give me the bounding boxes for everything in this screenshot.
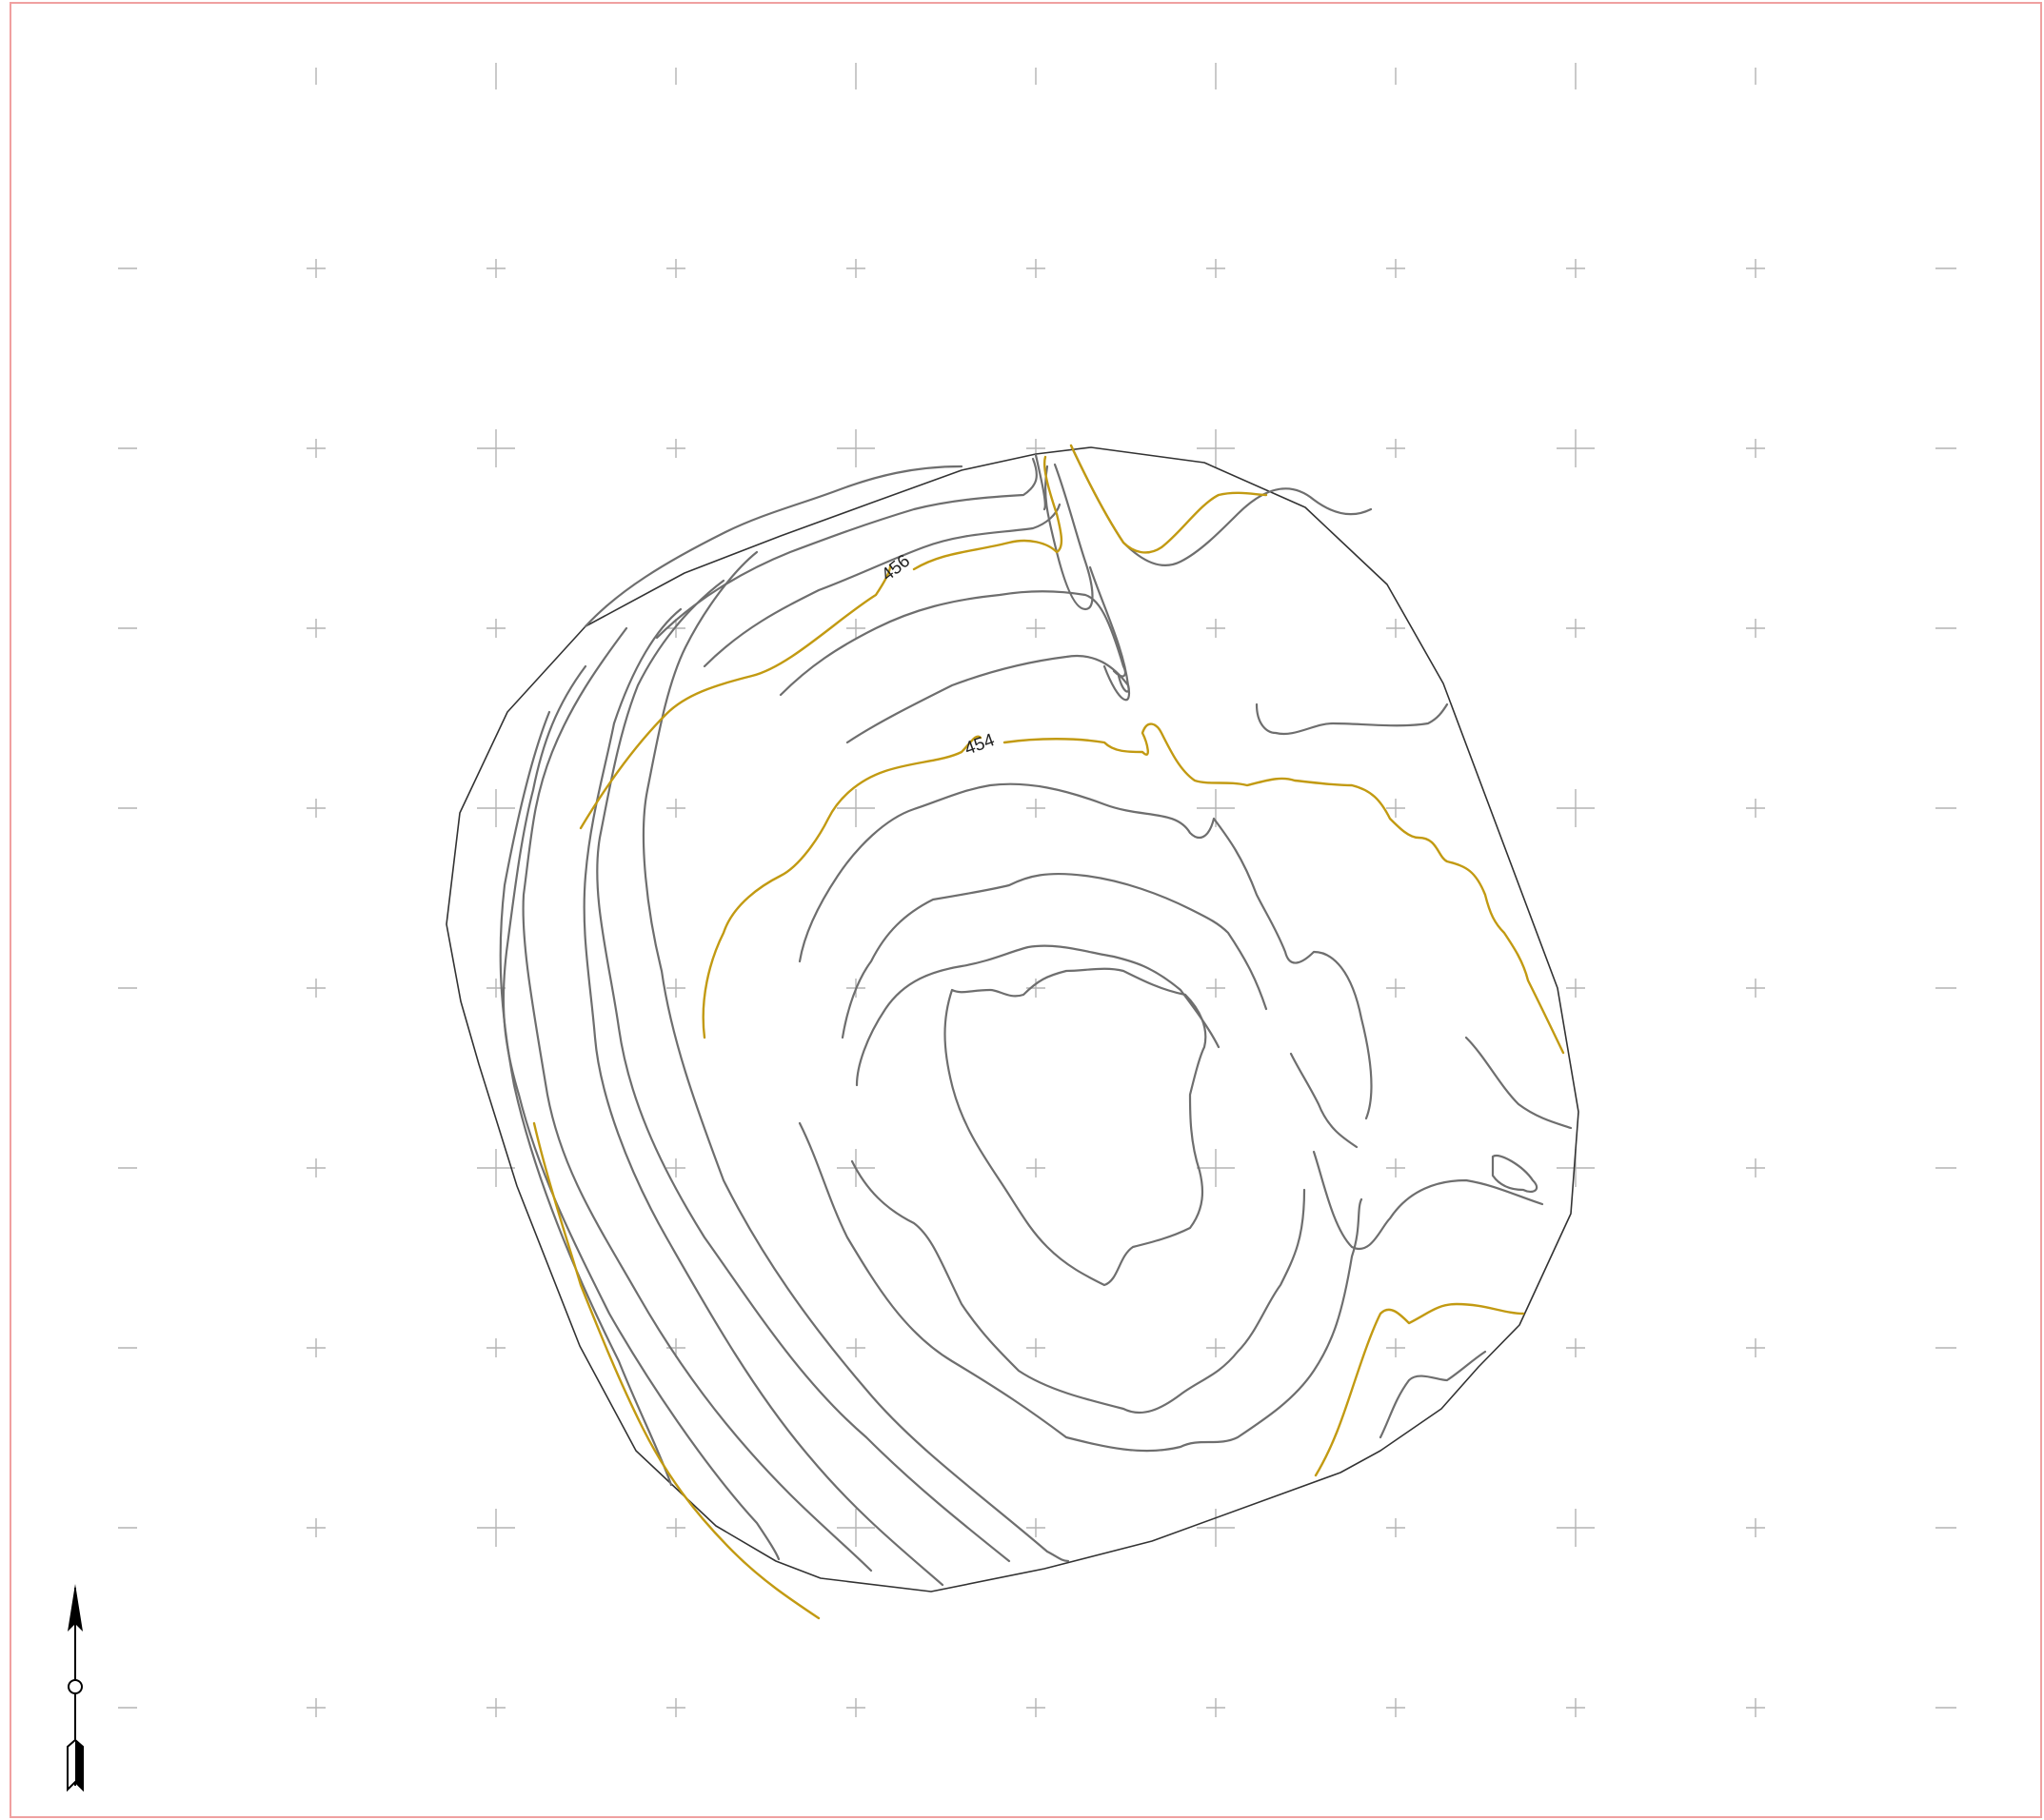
contour-label-454-text: 454 <box>962 730 998 760</box>
survey-boundary <box>446 446 1579 1592</box>
contour-lines <box>499 444 1573 1587</box>
contour-label-456-text: 456 <box>878 551 914 585</box>
contour-label-454: 454 <box>962 730 998 760</box>
coordinate-grid <box>118 63 1956 1717</box>
index-contour-lines <box>532 444 1565 1620</box>
map-frame <box>10 2 2042 1818</box>
contour-label-456: 456 <box>878 551 914 585</box>
north-arrow-icon <box>67 1584 84 1792</box>
